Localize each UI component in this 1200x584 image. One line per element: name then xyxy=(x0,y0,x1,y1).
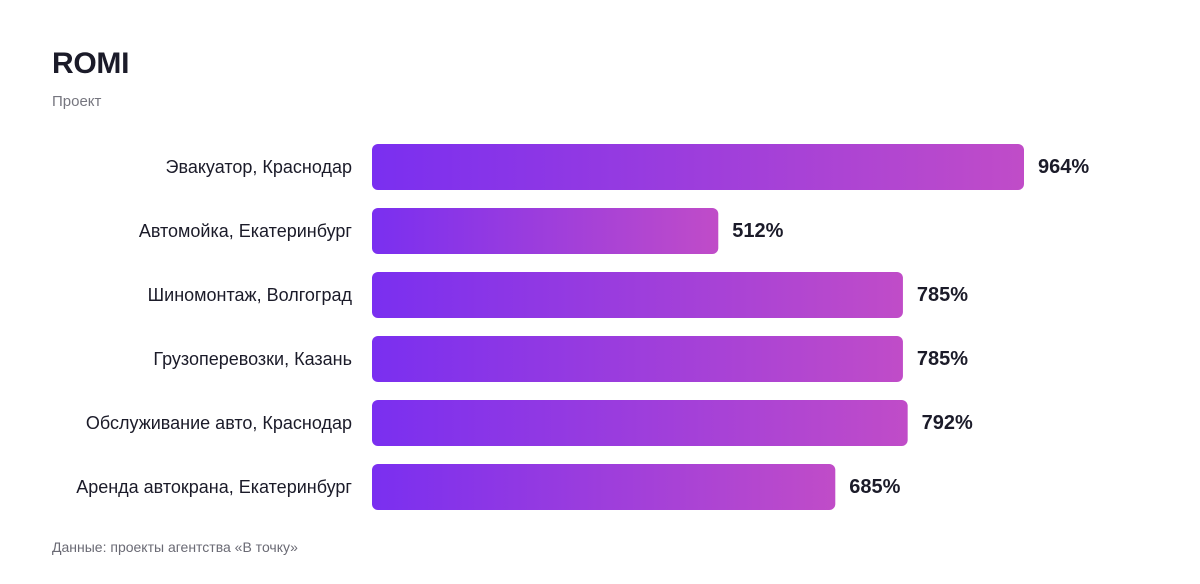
value-label: 964% xyxy=(1038,156,1089,178)
bar xyxy=(372,208,719,254)
value-label: 792% xyxy=(922,412,973,434)
data-source-note: Данные: проекты агентства «В точку» xyxy=(52,539,298,555)
value-label: 512% xyxy=(732,220,783,242)
bar xyxy=(372,144,1024,190)
category-label: Шиномонтаж, Волгоград xyxy=(148,285,353,305)
chart-subtitle: Проект xyxy=(52,93,102,110)
category-label: Грузоперевозки, Казань xyxy=(153,349,352,369)
bar xyxy=(372,336,903,382)
value-label: 685% xyxy=(849,476,900,498)
bars-layer: Эвакуатор, Краснодар 964% Автомойка, Екате… xyxy=(76,144,1089,510)
category-label: Эвакуатор, Краснодар xyxy=(166,157,352,177)
value-label: 785% xyxy=(917,284,968,306)
chart-title: ROMI xyxy=(52,47,130,80)
bar xyxy=(372,464,836,510)
bar xyxy=(372,400,908,446)
category-label: Аренда автокрана, Екатеринбург xyxy=(76,477,352,497)
category-label: Автомойка, Екатеринбург xyxy=(139,221,353,241)
category-label: Обслуживание авто, Краснодар xyxy=(86,413,352,433)
bar xyxy=(372,272,903,318)
value-label: 785% xyxy=(917,348,968,370)
